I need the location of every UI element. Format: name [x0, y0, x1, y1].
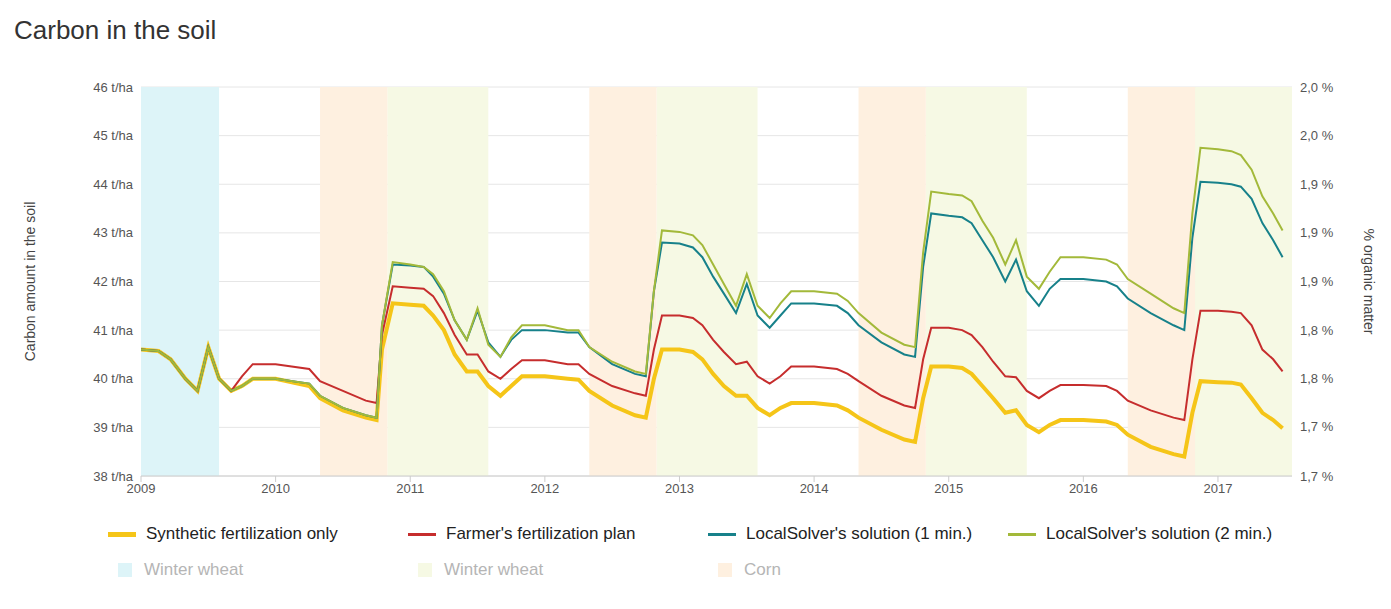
svg-text:39 t/ha: 39 t/ha	[93, 420, 134, 435]
svg-text:38 t/ha: 38 t/ha	[93, 469, 134, 484]
svg-text:1,8 %: 1,8 %	[1300, 371, 1334, 386]
svg-text:1,7 %: 1,7 %	[1300, 469, 1334, 484]
svg-text:2010: 2010	[261, 481, 290, 496]
svg-text:1,9 %: 1,9 %	[1300, 225, 1334, 240]
svg-text:2017: 2017	[1203, 481, 1232, 496]
svg-text:46 t/ha: 46 t/ha	[93, 80, 134, 95]
svg-text:42 t/ha: 42 t/ha	[93, 274, 134, 289]
svg-text:2012: 2012	[530, 481, 559, 496]
html-text:LocalSolver's solution (2 min.: LocalSolver's solution (2 min.)	[1046, 524, 1273, 543]
svg-text:2,0 %: 2,0 %	[1300, 80, 1334, 95]
html-text:Carbon in the soil: Carbon in the soil	[14, 15, 217, 45]
svg-text:2009: 2009	[126, 481, 156, 497]
svg-text:% organic matter: % organic matter	[1361, 229, 1377, 335]
html-text:Winter wheat: Winter wheat	[444, 560, 544, 579]
svg-text:2016: 2016	[1069, 481, 1098, 496]
svg-text:2,0 %: 2,0 %	[1300, 128, 1334, 143]
html-text:Synthetic fertilization only: Synthetic fertilization only	[146, 524, 338, 543]
svg-text:2011: 2011	[396, 481, 424, 496]
svg-text:43 t/ha: 43 t/ha	[93, 225, 134, 240]
svg-text:1,9 %: 1,9 %	[1300, 274, 1334, 289]
svg-text:Carbon amount in the soil: Carbon amount in the soil	[22, 202, 38, 362]
html-text:Corn: Corn	[744, 560, 781, 579]
html-text:Farmer's fertilization plan: Farmer's fertilization plan	[446, 524, 636, 543]
svg-text:2013: 2013	[665, 481, 694, 496]
svg-text:40 t/ha: 40 t/ha	[93, 371, 134, 386]
svg-text:1,8 %: 1,8 %	[1300, 323, 1334, 338]
html-text:Winter wheat: Winter wheat	[144, 560, 244, 579]
svg-text:1,9 %: 1,9 %	[1300, 177, 1334, 192]
svg-text:2014: 2014	[800, 481, 829, 496]
svg-text:2015: 2015	[934, 481, 963, 496]
html-text:LocalSolver's solution (1 min.: LocalSolver's solution (1 min.)	[746, 524, 973, 543]
svg-text:1,7 %: 1,7 %	[1300, 419, 1334, 434]
svg-text:45 t/ha: 45 t/ha	[93, 128, 134, 143]
svg-text:41 t/ha: 41 t/ha	[93, 323, 134, 338]
svg-text:44 t/ha: 44 t/ha	[93, 177, 134, 192]
